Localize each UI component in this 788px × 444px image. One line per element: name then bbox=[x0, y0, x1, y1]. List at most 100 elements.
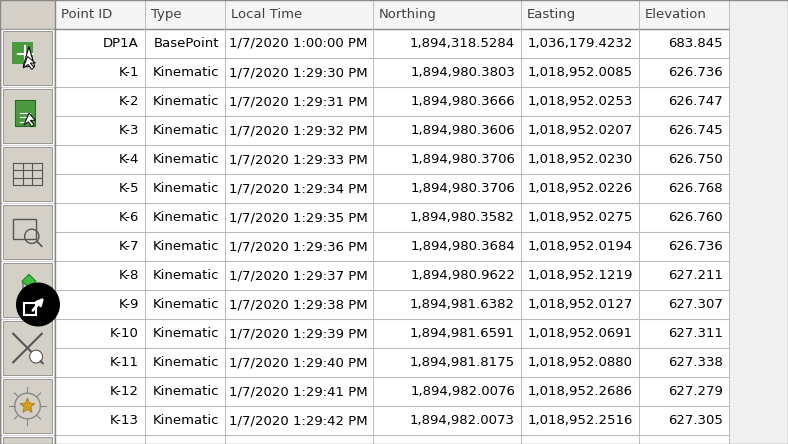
Text: Kinematic: Kinematic bbox=[153, 327, 219, 340]
Circle shape bbox=[30, 350, 43, 363]
Text: 1/7/2020 1:29:37 PM: 1/7/2020 1:29:37 PM bbox=[229, 269, 368, 282]
Bar bbox=[2, 320, 53, 376]
Text: 626.768: 626.768 bbox=[668, 182, 723, 195]
Text: 1/7/2020 1:29:30 PM: 1/7/2020 1:29:30 PM bbox=[229, 66, 368, 79]
Text: K-4: K-4 bbox=[119, 153, 139, 166]
Text: K-6: K-6 bbox=[119, 211, 139, 224]
Text: 627.311: 627.311 bbox=[668, 327, 723, 340]
Text: 1,894,981.6591: 1,894,981.6591 bbox=[410, 327, 515, 340]
Text: 627.211: 627.211 bbox=[668, 269, 723, 282]
Text: 1,894,980.3606: 1,894,980.3606 bbox=[411, 124, 515, 137]
Polygon shape bbox=[20, 398, 35, 412]
Text: 626.750: 626.750 bbox=[668, 153, 723, 166]
Text: 1,894,981.6382: 1,894,981.6382 bbox=[410, 298, 515, 311]
Text: 1,018,952.0127: 1,018,952.0127 bbox=[528, 298, 633, 311]
Text: 1,018,952.0085: 1,018,952.0085 bbox=[528, 66, 633, 79]
Text: Point ID: Point ID bbox=[61, 8, 112, 21]
Bar bbox=[3, 321, 52, 375]
Text: 1,018,952.0691: 1,018,952.0691 bbox=[528, 327, 633, 340]
Text: K-13: K-13 bbox=[110, 414, 139, 427]
Text: 1,018,952.0230: 1,018,952.0230 bbox=[528, 153, 633, 166]
Text: Kinematic: Kinematic bbox=[153, 211, 219, 224]
Polygon shape bbox=[23, 47, 35, 67]
Text: 1/7/2020 1:29:33 PM: 1/7/2020 1:29:33 PM bbox=[229, 153, 368, 166]
Text: Kinematic: Kinematic bbox=[153, 298, 219, 311]
Text: Kinematic: Kinematic bbox=[153, 95, 219, 108]
Text: BasePoint: BasePoint bbox=[154, 37, 219, 50]
Text: 626.736: 626.736 bbox=[668, 240, 723, 253]
Circle shape bbox=[16, 282, 60, 326]
Text: 1/7/2020 1:00:00 PM: 1/7/2020 1:00:00 PM bbox=[229, 37, 367, 50]
Text: 1,018,952.0194: 1,018,952.0194 bbox=[528, 240, 633, 253]
Text: 1/7/2020 1:29:38 PM: 1/7/2020 1:29:38 PM bbox=[229, 298, 368, 311]
Text: 626.745: 626.745 bbox=[668, 124, 723, 137]
Text: K-3: K-3 bbox=[118, 124, 139, 137]
Text: 1,018,952.0226: 1,018,952.0226 bbox=[528, 182, 633, 195]
Text: 1/7/2020 1:29:32 PM: 1/7/2020 1:29:32 PM bbox=[229, 124, 368, 137]
Text: K-1: K-1 bbox=[118, 66, 139, 79]
Polygon shape bbox=[22, 274, 36, 287]
Text: 1/7/2020 1:29:39 PM: 1/7/2020 1:29:39 PM bbox=[229, 327, 368, 340]
Text: 1/7/2020 1:29:41 PM: 1/7/2020 1:29:41 PM bbox=[229, 385, 368, 398]
Bar bbox=[3, 263, 52, 317]
Bar bbox=[3, 437, 52, 444]
Text: Kinematic: Kinematic bbox=[153, 66, 219, 79]
Text: 626.760: 626.760 bbox=[668, 211, 723, 224]
Text: K-12: K-12 bbox=[110, 385, 139, 398]
Text: K-10: K-10 bbox=[110, 327, 139, 340]
Text: 1,894,980.3803: 1,894,980.3803 bbox=[410, 66, 515, 79]
Text: 1,018,952.1219: 1,018,952.1219 bbox=[528, 269, 633, 282]
Text: 1,018,952.2516: 1,018,952.2516 bbox=[528, 414, 633, 427]
Bar bbox=[15, 100, 35, 126]
Text: 1,018,952.0207: 1,018,952.0207 bbox=[528, 124, 633, 137]
Text: 626.736: 626.736 bbox=[668, 66, 723, 79]
Text: 1/7/2020 1:29:36 PM: 1/7/2020 1:29:36 PM bbox=[229, 240, 368, 253]
Bar bbox=[3, 379, 52, 433]
Text: 1,018,952.0253: 1,018,952.0253 bbox=[528, 95, 633, 108]
Bar bbox=[2, 204, 53, 260]
Text: K-8: K-8 bbox=[119, 269, 139, 282]
Text: Kinematic: Kinematic bbox=[153, 385, 219, 398]
Bar bbox=[2, 378, 53, 434]
Polygon shape bbox=[23, 56, 35, 69]
Bar bbox=[2, 30, 53, 86]
Text: 1/7/2020 1:29:35 PM: 1/7/2020 1:29:35 PM bbox=[229, 211, 368, 224]
Text: DP1A: DP1A bbox=[103, 37, 139, 50]
Text: 1,018,952.0275: 1,018,952.0275 bbox=[528, 211, 633, 224]
Text: Elevation: Elevation bbox=[645, 8, 707, 21]
Bar bbox=[3, 31, 52, 85]
Text: K-5: K-5 bbox=[118, 182, 139, 195]
Text: K-7: K-7 bbox=[118, 240, 139, 253]
Bar bbox=[3, 147, 52, 201]
Text: Type: Type bbox=[151, 8, 181, 21]
Text: 1/7/2020 1:29:31 PM: 1/7/2020 1:29:31 PM bbox=[229, 95, 368, 108]
Bar bbox=[55, 0, 729, 444]
Text: K-2: K-2 bbox=[118, 95, 139, 108]
Text: 1,894,980.3684: 1,894,980.3684 bbox=[411, 240, 515, 253]
Text: 627.307: 627.307 bbox=[668, 298, 723, 311]
Text: 1,018,952.0880: 1,018,952.0880 bbox=[528, 356, 633, 369]
Text: 626.747: 626.747 bbox=[668, 95, 723, 108]
Text: Northing: Northing bbox=[379, 8, 437, 21]
Bar bbox=[2, 88, 53, 144]
Text: K-11: K-11 bbox=[110, 356, 139, 369]
Text: 1/7/2020 1:29:42 PM: 1/7/2020 1:29:42 PM bbox=[229, 414, 368, 427]
Text: 627.305: 627.305 bbox=[668, 414, 723, 427]
Bar bbox=[3, 89, 52, 143]
Text: 1,894,982.0076: 1,894,982.0076 bbox=[410, 385, 515, 398]
Bar bbox=[2, 146, 53, 202]
Bar bbox=[13, 219, 36, 239]
Text: 1,894,980.3666: 1,894,980.3666 bbox=[411, 95, 515, 108]
Text: K-9: K-9 bbox=[119, 298, 139, 311]
Text: 1,894,980.3706: 1,894,980.3706 bbox=[410, 153, 515, 166]
Text: 1,894,980.3582: 1,894,980.3582 bbox=[410, 211, 515, 224]
Polygon shape bbox=[24, 113, 35, 127]
Text: 1/7/2020 1:29:34 PM: 1/7/2020 1:29:34 PM bbox=[229, 182, 368, 195]
Text: Kinematic: Kinematic bbox=[153, 182, 219, 195]
Text: Easting: Easting bbox=[527, 8, 576, 21]
Text: Kinematic: Kinematic bbox=[153, 153, 219, 166]
Text: 1,036,179.4232: 1,036,179.4232 bbox=[528, 37, 633, 50]
Text: Kinematic: Kinematic bbox=[153, 269, 219, 282]
Text: Local Time: Local Time bbox=[231, 8, 303, 21]
Text: 1,894,980.3706: 1,894,980.3706 bbox=[410, 182, 515, 195]
